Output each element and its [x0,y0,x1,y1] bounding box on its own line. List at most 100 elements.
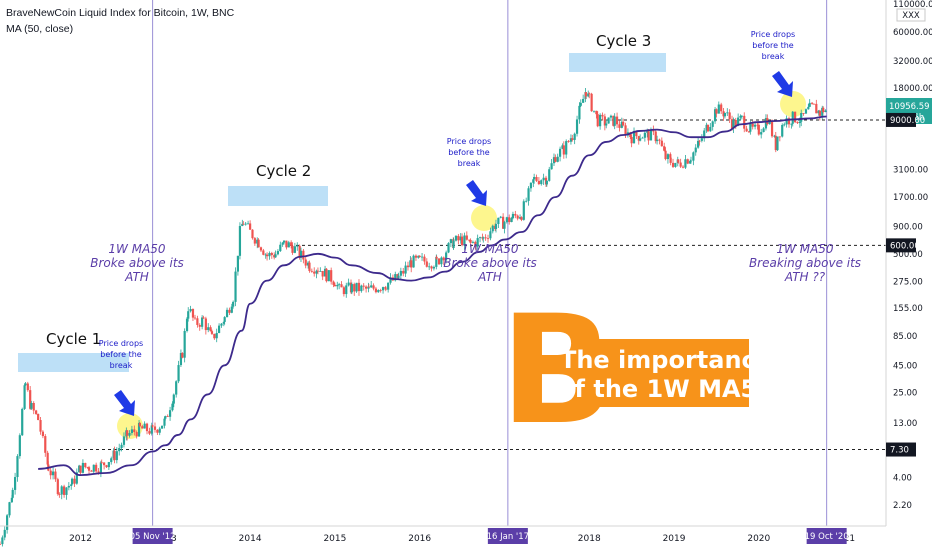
candle-body [552,157,556,164]
candle-body [310,270,313,272]
candle-body [35,410,38,414]
candle-body [482,237,485,239]
candle-body [298,245,301,258]
candle-body [624,125,627,136]
candle-body [435,256,438,267]
candle-body [520,217,523,220]
price-candles [0,87,827,547]
candle-body [698,140,701,142]
ma-break-2012-line-2: Broke above its [90,256,184,270]
candle-body [796,122,799,124]
candle-body [110,458,113,463]
candle-body [384,288,387,290]
candle-body [655,139,659,142]
candle-body [647,131,650,141]
price-tick-label: 25.00 [893,389,917,399]
price-tick-label: 45.00 [893,361,917,371]
candle-body [674,162,677,167]
candle-body [749,123,752,132]
candle-body [459,236,462,241]
candle-body [377,290,380,293]
candle-body [307,262,310,266]
candle-body [316,270,320,272]
candle-body [81,462,85,473]
vertical-date-lines [152,0,828,526]
candle-body [256,239,259,244]
currency-box[interactable]: XXX [896,8,926,22]
candle-body [743,115,746,129]
candle-body [87,467,91,471]
candle-body [476,238,479,247]
candle-body [732,119,735,129]
candle-body [569,138,573,142]
candle-body [420,256,424,258]
candle-body [562,145,565,155]
candle-body [166,416,169,417]
candle-body [215,332,218,339]
date-label-bg [806,528,847,544]
candle-body [622,121,625,126]
time-tick-label: 2015 [323,534,346,544]
candle-body [449,239,452,244]
candle-body [90,470,93,472]
candle-body [97,471,100,473]
candle-body [804,109,808,114]
candle-body [58,494,61,495]
candle-body [296,245,299,247]
candle-body [404,265,407,274]
time-axis[interactable]: 2012201320142015201620172018201920202021 [69,534,855,544]
candle-body [62,486,66,495]
ma-break-2017-line-3: ATH [477,270,502,284]
last-price-value: 10956.59 [889,102,930,112]
candle-body [639,138,642,141]
candle-body [18,435,21,457]
candle-body [3,529,6,538]
candle-body [609,115,613,118]
candle-body [23,385,26,409]
candle-body [715,109,718,114]
candle-body [95,464,98,472]
candle-body [787,118,791,125]
candle-body [168,410,172,417]
candle-body [122,436,126,445]
candle-body [824,110,827,112]
candle-body [183,330,186,358]
candle-body [355,282,358,292]
candle-body [533,176,536,180]
candle-body [30,403,33,409]
price-tick-label: 275.00 [893,277,923,287]
candle-body [374,288,378,293]
candle-body [46,452,49,465]
candle-body [141,426,144,429]
candle-body [193,317,197,319]
candle-body [370,285,373,288]
candle-body [236,255,240,272]
candle-body [671,162,675,167]
candle-body [333,284,336,287]
candle-body [808,102,811,107]
price-tick-label: 900.00 [893,223,923,233]
candle-body [790,123,793,125]
candle-body [223,317,226,322]
candle-body [756,124,759,126]
candle-body [24,383,27,386]
candle-body [646,131,649,133]
candle-body [362,285,365,287]
candle-body [308,262,311,271]
candle-body [778,136,781,138]
candle-body [397,275,400,279]
cycle-1-zone [18,353,129,372]
candle-body [13,477,17,490]
candle-body [757,124,760,135]
candle-body [128,433,131,436]
candle-body [669,157,672,163]
candle-body [365,286,368,289]
ma-breaking-2020-line-2: Breaking above its [749,256,861,270]
candle-body [764,118,768,129]
candle-body [663,146,666,151]
candle-body [232,301,235,307]
price-axis[interactable]: 110000.00 60000.00 32000.00 18000.00 3100.00… [893,0,932,511]
candle-body [751,123,754,127]
arrow-icon [114,390,135,416]
